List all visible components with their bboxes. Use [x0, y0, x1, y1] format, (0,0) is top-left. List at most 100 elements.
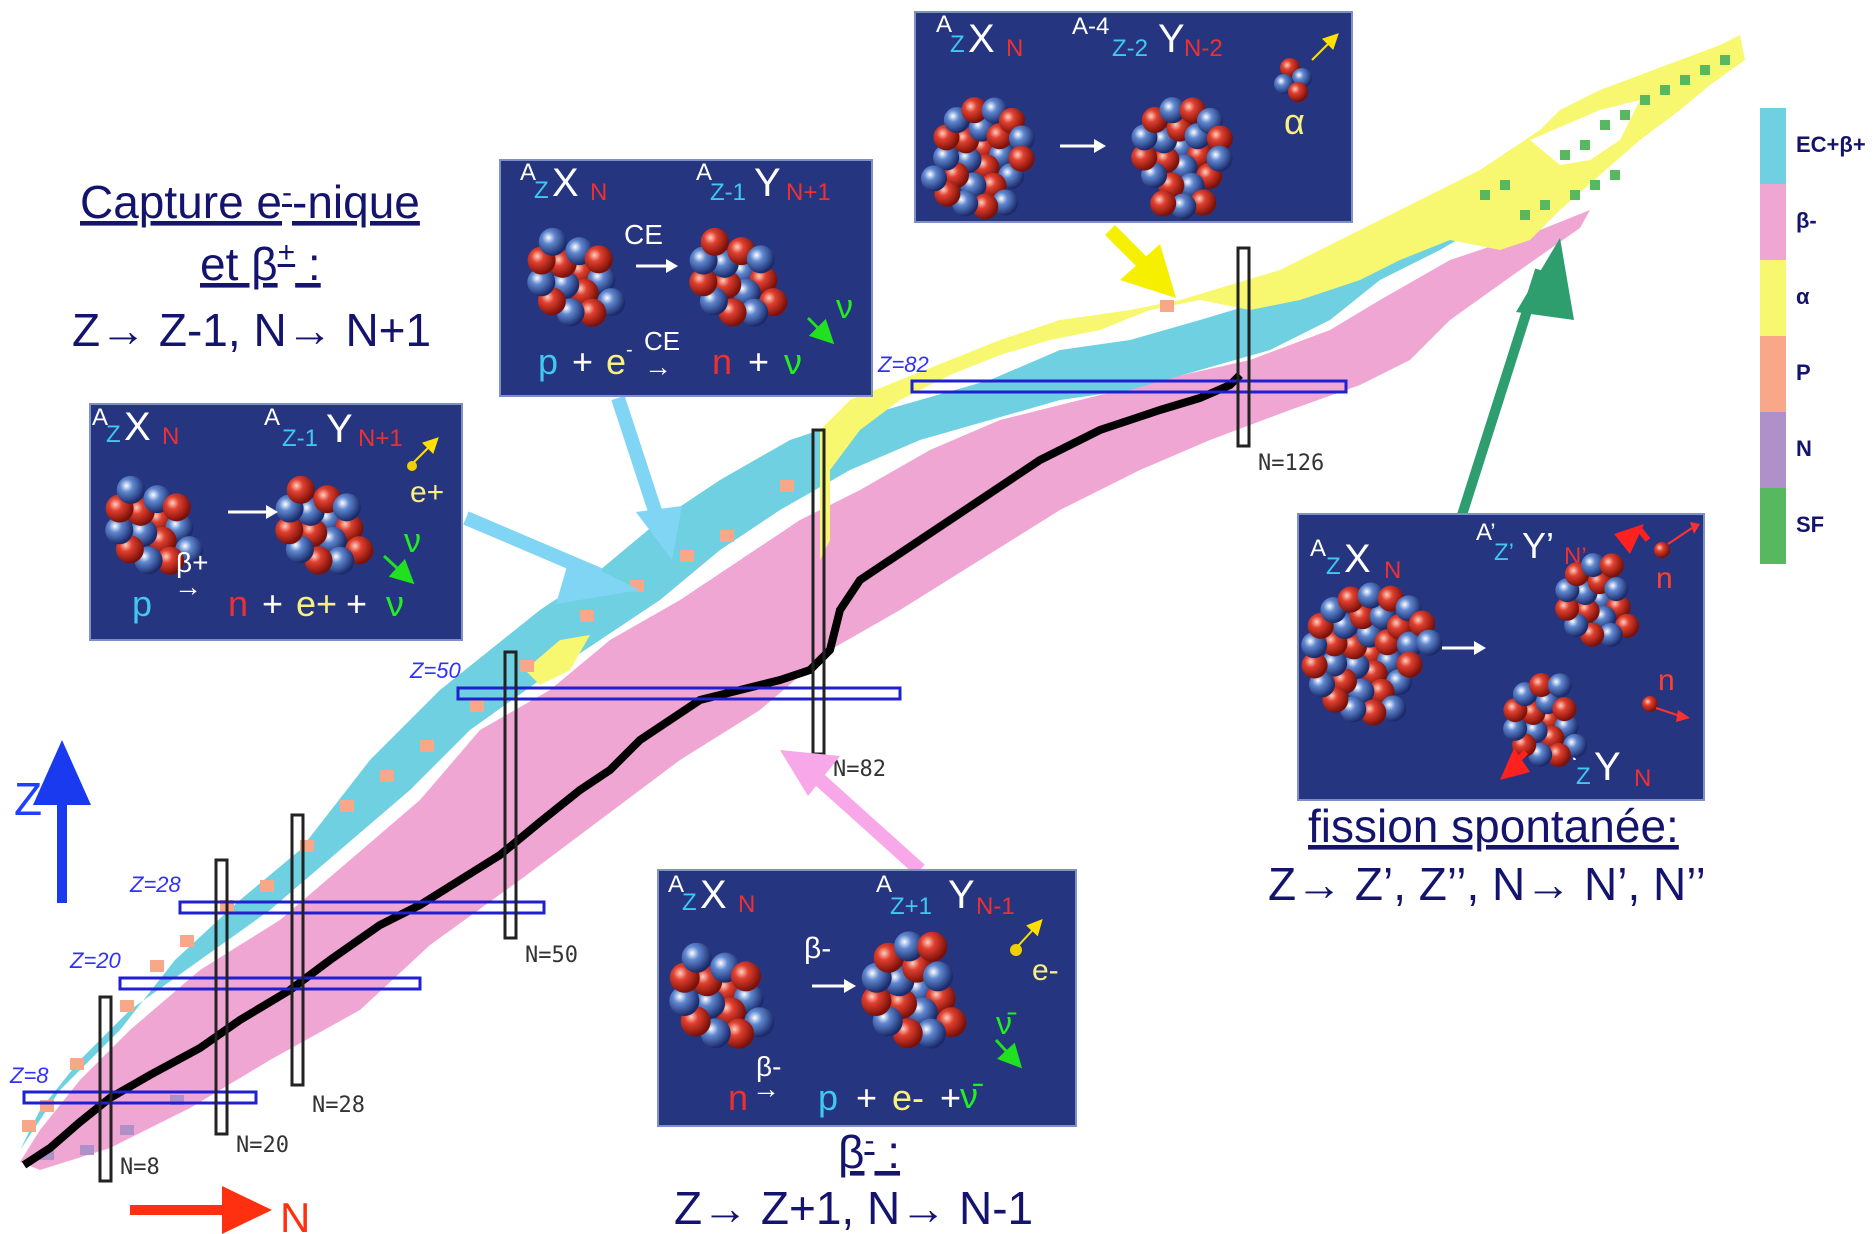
beta-plus-arrow-label: β+	[176, 547, 208, 578]
svg-text:A’: A’	[1476, 519, 1496, 546]
svg-text:X: X	[124, 405, 151, 449]
svg-text:→: →	[174, 571, 202, 602]
beta-plus-nucleus-parent	[105, 475, 204, 575]
neutron2-label: n	[1658, 664, 1675, 697]
z-axis-label: Z	[14, 773, 42, 825]
beta-minus-daughter-symbol: A Z+1 Y N-1	[876, 871, 1015, 920]
nucleon	[1396, 631, 1423, 658]
svg-text:ν̄: ν̄	[960, 1075, 983, 1116]
z8-label: Z=8	[9, 1063, 49, 1088]
svg-text:Z: Z	[1576, 763, 1591, 790]
svg-text:X: X	[552, 161, 579, 205]
beta-plus-equation: p → n + e+ + ν	[132, 571, 404, 624]
legend-swatch-5	[1760, 488, 1786, 564]
nucleon	[116, 475, 145, 504]
nucleon	[1396, 651, 1423, 678]
svg-text:et β+ :: et β+ :	[200, 236, 321, 290]
panel-fission: A Z X N A’ Z’ Y’ N’ A Z Y N n	[1297, 513, 1705, 801]
svg-text:Y’: Y’	[1522, 525, 1554, 566]
svg-text:Y: Y	[326, 407, 353, 451]
nucleon	[724, 1018, 755, 1049]
svg-text:→: →	[752, 1073, 780, 1104]
ec-nucleus-daughter	[689, 227, 788, 327]
svg-text:Y: Y	[948, 873, 975, 917]
svg-text:Z-1: Z-1	[710, 179, 746, 206]
svg-text:A: A	[936, 11, 952, 38]
nucleon	[730, 961, 761, 992]
ec-caption-line1: Capture e	[80, 176, 282, 228]
svg-text:X: X	[700, 873, 727, 917]
beta-minus-nucleus-parent	[669, 942, 775, 1049]
svg-text:e-: e-	[892, 1077, 924, 1118]
fission-caption-line2: Z→ Z’, Z’’, N→ N’, N’’	[1268, 858, 1706, 910]
n8-label: N=8	[120, 1155, 160, 1180]
legend-label-3: P	[1796, 360, 1811, 385]
nucleon	[1555, 596, 1580, 621]
beta-minus-caption-line1: β	[838, 1126, 864, 1178]
positron-label: e+	[410, 476, 444, 509]
nucleon	[681, 942, 712, 973]
svg-text:N-1: N-1	[976, 893, 1015, 920]
svg-text:A: A	[520, 159, 536, 186]
nucleon	[275, 516, 304, 545]
nucleon	[917, 931, 948, 962]
svg-text:p: p	[538, 341, 558, 382]
n-axis-label: N	[280, 1194, 310, 1234]
svg-text:Z: Z	[1326, 553, 1341, 580]
svg-text:-: -	[626, 339, 633, 361]
legend-label-0: EC+β+	[1796, 132, 1866, 157]
beta-minus-eq-label: β-	[756, 1051, 781, 1082]
nucleon	[920, 165, 947, 192]
svg-text:X: X	[1344, 537, 1371, 581]
magic-proton-labels: Z=8 Z=20 Z=28 Z=50 Z=82	[9, 352, 929, 1088]
svg-text:e+: e+	[296, 583, 337, 624]
fission-caption-line1: fission spontanée:	[1308, 800, 1679, 852]
ec-caption-line2: et β	[200, 238, 278, 290]
nucleon	[1581, 553, 1606, 578]
magic-neutron-labels: N=8 N=20 N=28 N=50 N=82 N=126	[120, 451, 1324, 1180]
n-axis-arrow: N	[130, 1186, 310, 1234]
svg-text:A: A	[876, 871, 892, 898]
alpha-parent-symbol: A Z X N	[936, 11, 1023, 62]
stable-nuclei-line	[21, 372, 1243, 1169]
nucleon	[1604, 577, 1629, 602]
region-beta-minus	[20, 210, 1590, 1170]
nucleon	[1150, 190, 1177, 217]
nucleon	[1380, 695, 1407, 722]
nucleon	[861, 986, 892, 1017]
legend-swatch-4	[1760, 412, 1786, 488]
svg-text:N: N	[162, 423, 179, 450]
nucleon	[1337, 586, 1364, 613]
ec-beta-plus-caption: Capture e--nique et β+ : Z→ Z-1, N→ N+1	[72, 176, 431, 356]
nucleon	[972, 193, 999, 220]
z20-label: Z=20	[69, 948, 122, 973]
ec-neutrino-label: ν	[836, 288, 853, 326]
nucleon	[1599, 553, 1624, 578]
nucleon	[893, 931, 924, 962]
beta-plus-nucleus-daughter	[275, 475, 374, 575]
nucleon	[992, 189, 1019, 216]
svg-text:β- :: β- :	[838, 1124, 900, 1178]
svg-text:A: A	[668, 871, 684, 898]
svg-text:Capture e--nique: Capture e--nique	[80, 176, 420, 228]
nucleon	[1301, 652, 1328, 679]
svg-text:p: p	[132, 583, 152, 624]
nucleon	[1503, 716, 1528, 741]
nucleon	[1357, 582, 1384, 609]
nucleon	[162, 493, 191, 522]
legend-swatch-1	[1760, 184, 1786, 260]
nucleon	[1206, 145, 1233, 172]
nucleon	[584, 245, 613, 274]
nucleon	[1321, 650, 1348, 677]
svg-text:A: A	[696, 159, 712, 186]
z28-label: Z=28	[129, 872, 182, 897]
nucleon	[1529, 673, 1554, 698]
alpha-daughter-symbol: A-4 Z-2 Y N-2	[1072, 13, 1223, 62]
beta-plus-neutrino-label: ν	[404, 522, 421, 560]
beta-minus-arrow-label: β-	[804, 932, 831, 965]
panel-beta-minus: A Z X N A Z+1 Y N-1 β- e- ν̄ β- n → p + …	[657, 869, 1077, 1127]
svg-text:n: n	[728, 1077, 748, 1118]
svg-text:Z: Z	[682, 889, 697, 916]
neutron2-dot	[1642, 696, 1658, 712]
